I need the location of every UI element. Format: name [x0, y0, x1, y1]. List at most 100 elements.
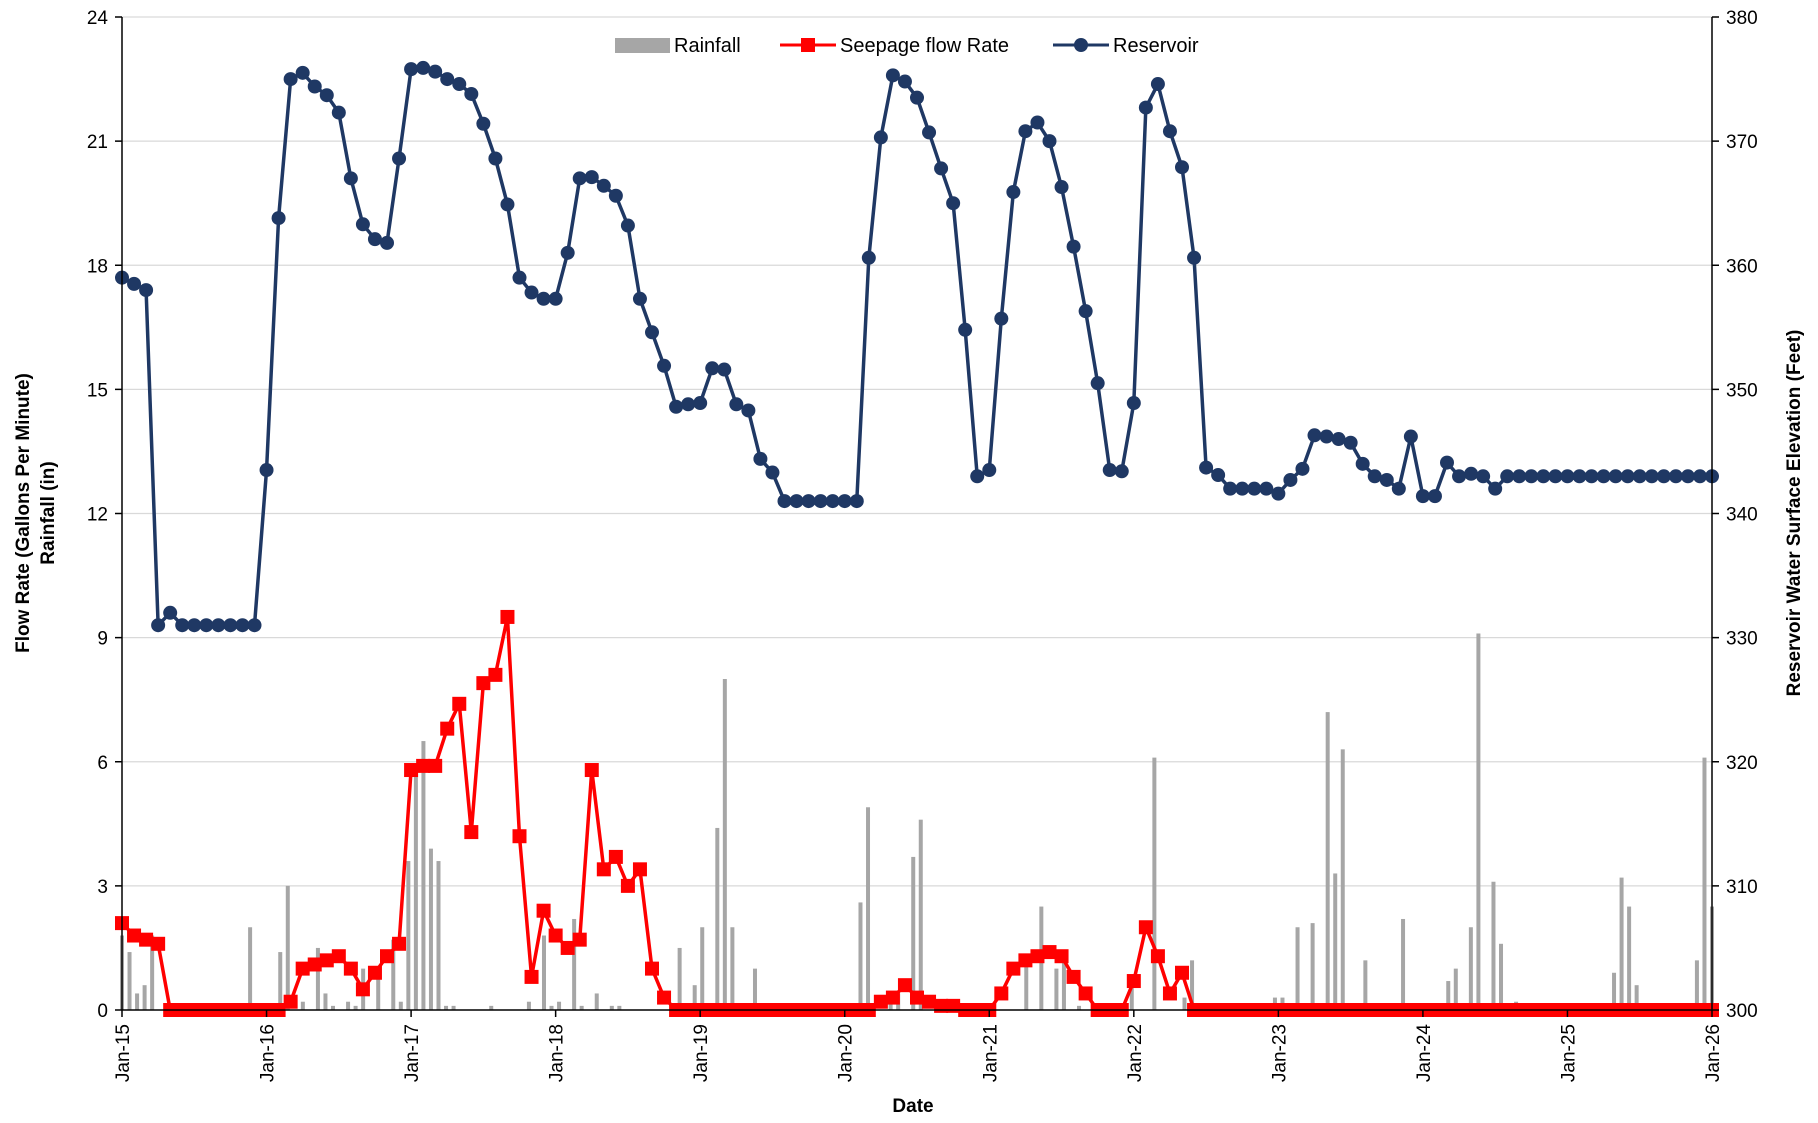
seepage-point	[319, 953, 334, 968]
rainfall-bar	[398, 1001, 403, 1010]
seepage-point	[897, 978, 912, 993]
rainfall-bar	[1627, 906, 1632, 1010]
seepage-point	[283, 994, 298, 1009]
reservoir-point	[283, 72, 298, 87]
reservoir-point	[1548, 469, 1563, 484]
rainfall-bar	[323, 993, 328, 1010]
rainfall-bar	[888, 1001, 893, 1010]
rainfall-bar	[142, 985, 147, 1010]
reservoir-point	[428, 64, 443, 79]
reservoir-point	[1355, 456, 1370, 471]
seepage-point	[500, 609, 515, 624]
y-left-tick-label: 9	[97, 629, 108, 650]
rainfall-bar	[346, 1001, 351, 1010]
x-tick-label: Jan-18	[547, 1024, 568, 1082]
rainfall-bar	[752, 968, 757, 1010]
reservoir-point	[1343, 435, 1358, 450]
rainfall-bar	[911, 856, 916, 1010]
rainfall-bar	[715, 827, 720, 1010]
reservoir-point	[789, 494, 804, 509]
rainfall-bar	[1612, 972, 1617, 1010]
reservoir-point	[416, 60, 431, 75]
reservoir-point	[1042, 134, 1057, 149]
reservoir-point	[1536, 469, 1551, 484]
reservoir-point	[1150, 77, 1165, 92]
seepage-point	[1126, 974, 1141, 989]
legend-marker-seepage	[801, 38, 815, 52]
reservoir-point	[440, 72, 455, 87]
reservoir-point	[1247, 481, 1262, 496]
reservoir-point	[1018, 124, 1033, 139]
y-left-tick-label: 24	[87, 8, 109, 29]
seepage-line	[120, 615, 1712, 1012]
y-right-tick-label: 320	[1726, 753, 1758, 774]
reservoir-point	[1211, 468, 1226, 483]
reservoir-point	[404, 62, 419, 77]
x-axis-title: Date	[892, 1096, 933, 1117]
seepage-point	[1150, 949, 1165, 964]
reservoir-point	[271, 211, 286, 226]
rainfall-bar	[353, 1005, 358, 1010]
reservoir-point	[1415, 489, 1430, 504]
y-right-tick-label: 340	[1726, 505, 1758, 526]
rainfall-bar	[315, 947, 320, 1010]
legend-swatch-rainfall	[615, 38, 670, 53]
seepage-point	[367, 965, 382, 980]
reservoir-point	[127, 276, 142, 291]
reservoir-point	[1367, 469, 1382, 484]
seepage-point	[885, 990, 900, 1005]
reservoir-point	[367, 232, 382, 247]
seepage-point	[343, 961, 358, 976]
reservoir-point	[259, 463, 274, 478]
x-tick-label: Jan-26	[1703, 1024, 1724, 1082]
rainfall-bar	[1077, 1005, 1082, 1010]
reservoir-point	[1162, 124, 1177, 139]
reservoir-point	[524, 285, 539, 300]
reservoir-point	[994, 311, 1009, 326]
reservoir-point	[560, 245, 575, 260]
seepage-point	[922, 994, 937, 1009]
seepage-point	[476, 676, 491, 691]
y-right-tick-label: 310	[1726, 877, 1758, 898]
reservoir-point	[572, 171, 587, 186]
rainfall-bar	[489, 1005, 494, 1010]
seepage-point	[1018, 953, 1033, 968]
reservoir-point	[1608, 469, 1623, 484]
reservoir-point	[1090, 376, 1105, 391]
reservoir-point	[1319, 429, 1334, 444]
reservoir-point	[669, 399, 684, 414]
y-left-tick-label: 0	[97, 1001, 108, 1022]
rainfall-bar	[127, 952, 132, 1010]
gridlines	[122, 16, 1712, 887]
rainfall-bar	[451, 1005, 456, 1010]
y-right-tick-label: 350	[1726, 380, 1758, 401]
seepage-point	[620, 878, 635, 893]
rainfall-bar	[1129, 976, 1134, 1010]
rainfall-bar	[1190, 960, 1195, 1010]
seepage-point	[536, 903, 551, 918]
rainfall-bar	[572, 918, 577, 1010]
reservoir-point	[934, 161, 949, 176]
reservoir-point	[910, 90, 924, 105]
seepage-point	[560, 940, 575, 955]
x-tick-label: Jan-25	[1558, 1024, 1579, 1082]
seepage-point	[584, 763, 599, 778]
rainfall-bar	[526, 1001, 531, 1010]
rainfall-bar	[150, 935, 155, 1010]
rainfall-bar	[1491, 881, 1496, 1010]
reservoir-point	[681, 397, 696, 412]
seepage-point	[139, 932, 154, 947]
reservoir-point	[861, 250, 876, 265]
reservoir-point	[1524, 469, 1539, 484]
x-tick-label: Jan-16	[258, 1024, 279, 1082]
rainfall-bar	[1694, 960, 1699, 1010]
rainfall-bar	[1619, 877, 1624, 1010]
reservoir-point	[1452, 469, 1467, 484]
seepage-point	[452, 696, 467, 711]
reservoir-point	[1175, 160, 1189, 175]
y-left-axis-title-2: Rainfall (in)	[38, 461, 59, 564]
reservoir-point	[1680, 469, 1695, 484]
seepage-point	[307, 957, 322, 972]
seepage-point	[355, 982, 370, 997]
reservoir-point	[873, 130, 888, 145]
